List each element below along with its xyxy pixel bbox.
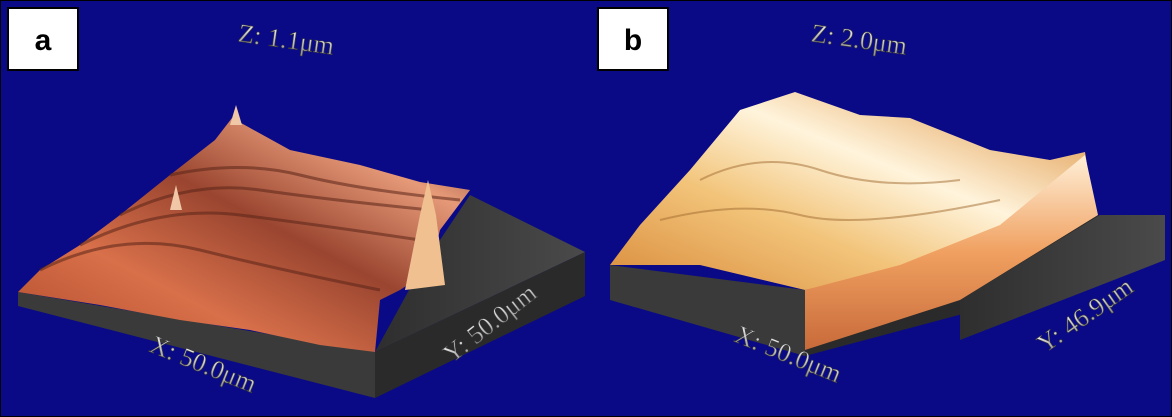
base-front	[610, 265, 805, 356]
panel-label: b	[624, 24, 642, 57]
spike	[170, 185, 182, 210]
base-side	[375, 252, 585, 398]
panel-label: a	[35, 24, 52, 57]
floor	[960, 215, 1165, 340]
base-front	[18, 292, 375, 398]
surface	[18, 118, 470, 352]
ridges	[39, 166, 461, 292]
panel-label-box	[7, 7, 79, 71]
edge-wall	[805, 155, 1098, 350]
ridges	[659, 161, 1001, 221]
spike	[230, 105, 242, 125]
panel-b: b Z: 2.0μm X: 50.0μm Y: 46.9μm	[597, 7, 1165, 389]
floor	[375, 195, 585, 352]
panel-label-box	[597, 7, 669, 71]
spike	[405, 180, 445, 290]
